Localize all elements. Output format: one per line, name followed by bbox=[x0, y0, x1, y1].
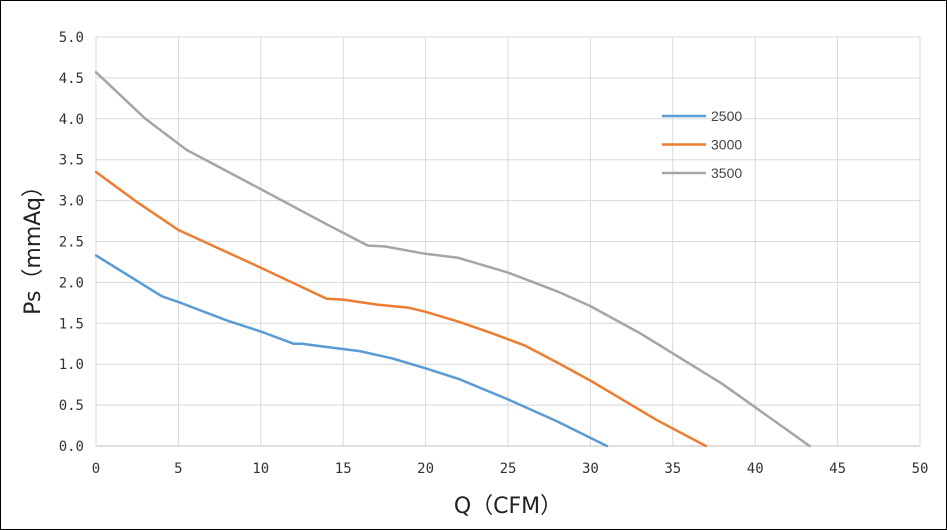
legend-label-3000: 3000 bbox=[711, 137, 742, 153]
legend-label-2500: 2500 bbox=[711, 108, 742, 124]
y-tick-label: 2.5 bbox=[59, 235, 84, 251]
x-tick-label: 40 bbox=[747, 461, 764, 477]
y-tick-label: 5.0 bbox=[59, 30, 84, 46]
x-tick-label: 35 bbox=[664, 461, 681, 477]
x-tick-label: 45 bbox=[829, 461, 846, 477]
y-tick-label: 2.0 bbox=[59, 275, 84, 291]
y-tick-label: 4.0 bbox=[59, 112, 84, 128]
y-tick-labels: 0.0 0.5 1.0 1.5 2.0 2.5 3.0 3.5 4.0 4.5 5.0 bbox=[59, 30, 84, 455]
x-tick-label: 25 bbox=[500, 461, 517, 477]
x-tick-labels: 0 5 10 15 20 25 30 35 40 45 50 bbox=[92, 461, 929, 477]
y-tick-label: 3.5 bbox=[59, 153, 84, 169]
x-tick-label: 30 bbox=[582, 461, 599, 477]
legend: 2500 3000 3500 bbox=[662, 108, 742, 181]
y-tick-label: 4.5 bbox=[59, 71, 84, 87]
x-tick-label: 50 bbox=[912, 461, 929, 477]
x-axis-title: Q（CFM） bbox=[454, 494, 562, 519]
grid bbox=[95, 36, 921, 447]
x-tick-label: 10 bbox=[252, 461, 269, 477]
y-tick-label: 0.0 bbox=[59, 439, 84, 455]
y-axis-title: Ps（mmAq） bbox=[21, 175, 46, 315]
series-line-2500 bbox=[94, 254, 609, 448]
x-tick-label: 15 bbox=[335, 461, 352, 477]
x-tick-label: 5 bbox=[174, 461, 182, 477]
y-tick-label: 3.0 bbox=[59, 194, 84, 210]
legend-label-3500: 3500 bbox=[711, 165, 742, 181]
x-tick-label: 0 bbox=[92, 461, 100, 477]
x-tick-label: 20 bbox=[417, 461, 434, 477]
y-tick-label: 1.5 bbox=[59, 316, 84, 332]
series-lines bbox=[94, 70, 811, 448]
y-tick-label: 1.0 bbox=[59, 357, 84, 373]
series-line-3500 bbox=[94, 70, 811, 448]
series-line-3000 bbox=[94, 170, 708, 448]
y-tick-label: 0.5 bbox=[59, 398, 84, 414]
